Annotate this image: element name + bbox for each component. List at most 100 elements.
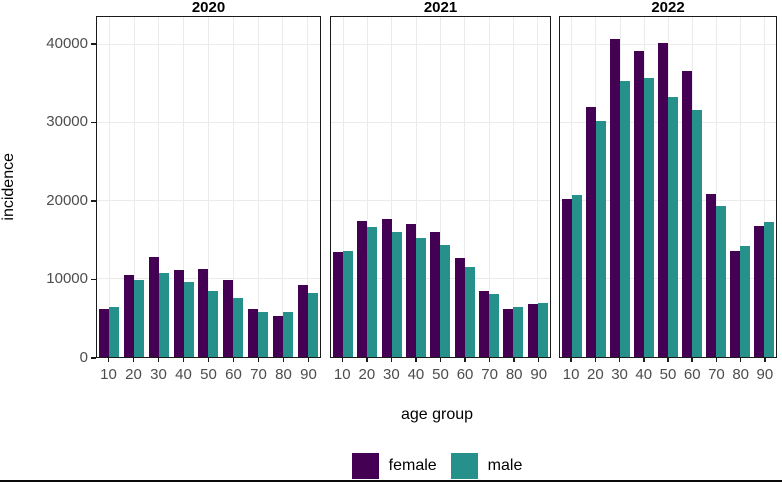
gridline-x-40: [183, 17, 185, 357]
bar-male-2022-age20: [596, 121, 606, 357]
x-tick-2020-60: [232, 358, 235, 362]
gridline-x-50: [208, 17, 209, 357]
x-tick-label-2021-20: 20: [358, 366, 376, 383]
legend-item-male: male: [450, 452, 523, 479]
gridline-x-10: [108, 17, 110, 357]
bar-female-2021-age50: [430, 232, 441, 357]
bar-female-2021-age80: [503, 309, 514, 357]
bar-male-2020-age20: [134, 279, 145, 357]
y-tick-label-40000: 40000: [46, 34, 88, 52]
bar-group-2021-90: [526, 17, 550, 357]
bar-female-2022-age40: [633, 51, 644, 357]
x-tick-2022-30: [618, 358, 621, 362]
screenshot-bottom-border: [0, 480, 782, 482]
x-tick-2021-90: [537, 358, 540, 362]
x-tick-label-2022-40: 40: [635, 366, 653, 383]
bar-female-2020-age10: [99, 309, 110, 357]
legend-label-female: female: [388, 456, 437, 474]
bar-male-2022-age10: [572, 194, 582, 357]
bar-female-2021-age70: [479, 290, 490, 357]
bar-group-2022-30: [608, 17, 632, 357]
y-tick-label-10000: 10000: [46, 270, 88, 288]
male-color-swatch: [450, 452, 478, 479]
bar-group-2022-70: [704, 17, 728, 357]
bar-group-2021-30: [380, 17, 404, 357]
x-tick-2022-60: [691, 358, 693, 362]
bar-male-2021-age10: [343, 250, 354, 357]
x-tick-label-2022-20: 20: [586, 366, 604, 383]
bar-group-2021-80: [501, 17, 525, 357]
bar-male-2022-age90: [764, 221, 774, 357]
bar-female-2022-age90: [754, 225, 764, 357]
bar-male-2021-age30: [391, 232, 402, 357]
bar-group-2020-60: [221, 17, 246, 357]
bar-male-2022-age30: [620, 80, 630, 357]
bar-female-2022-age50: [658, 43, 668, 357]
bar-female-2022-age10: [562, 198, 572, 357]
gridline-x-80: [513, 17, 514, 357]
bar-group-2020-30: [147, 17, 172, 357]
x-tick-2020-80: [282, 358, 285, 362]
bar-group-2020-80: [270, 17, 295, 357]
x-tick-label-2022-80: 80: [732, 366, 749, 383]
legend-label-male: male: [487, 456, 523, 474]
y-axis-title: incidence: [0, 16, 18, 358]
bar-female-2020-age70: [248, 308, 259, 357]
bar-male-2022-age40: [643, 77, 654, 357]
gridline-x-30: [391, 17, 393, 357]
y-tick-label-30000: 30000: [46, 113, 88, 131]
x-tick-2020-10: [107, 358, 110, 362]
bar-female-2020-age20: [124, 275, 135, 357]
bar-male-2021-age20: [367, 226, 378, 357]
x-tick-label-2021-70: 70: [481, 366, 498, 383]
bar-male-2020-age70: [258, 311, 269, 357]
bar-group-2021-70: [477, 17, 501, 357]
x-tick-label-2022-70: 70: [708, 366, 725, 383]
gridline-x-30: [158, 17, 160, 357]
bar-group-2020-20: [122, 17, 147, 357]
bar-female-2020-age90: [297, 285, 308, 357]
gridline-x-10: [342, 17, 344, 357]
x-tick-2020-30: [157, 358, 160, 362]
x-tick-label-2021-90: 90: [530, 366, 548, 383]
legend: female male: [97, 451, 777, 480]
bar-male-2021-age60: [464, 267, 475, 357]
bar-group-2020-90: [295, 17, 320, 357]
bar-group-2020-50: [196, 17, 221, 357]
gridline-x-80: [739, 17, 741, 357]
gridline-x-10: [571, 17, 573, 357]
facet-panel-2022: [559, 16, 777, 358]
facet-title-2020: 2020: [191, 0, 226, 16]
bar-male-2020-age30: [158, 272, 169, 357]
bar-female-2020-age50: [198, 268, 209, 357]
bar-female-2021-age30: [381, 218, 392, 357]
x-tick-label-2021-60: 60: [456, 366, 474, 383]
gridline-x-20: [366, 17, 368, 357]
bar-female-2020-age80: [272, 316, 283, 357]
bar-male-2020-age60: [233, 297, 244, 357]
gridline-x-40: [415, 17, 417, 357]
bar-male-2022-age60: [692, 109, 702, 357]
female-color-swatch: [351, 452, 379, 479]
bar-male-2021-age80: [513, 307, 524, 357]
bar-male-2021-age70: [489, 293, 500, 357]
x-tick-label-2020-10: 10: [100, 366, 117, 383]
bar-male-2021-age40: [416, 237, 427, 357]
bar-male-2022-age70: [715, 206, 726, 357]
x-tick-label-2020-20: 20: [125, 366, 142, 383]
x-tick-label-2021-80: 80: [505, 366, 523, 383]
bar-female-2021-age20: [357, 221, 368, 357]
bar-female-2021-age10: [333, 252, 344, 357]
x-tick-label-2022-30: 30: [611, 366, 628, 383]
x-tick-2021-10: [341, 358, 344, 362]
facet-panel-2021: [330, 16, 551, 358]
x-tick-2022-90: [764, 358, 766, 362]
gridline-x-60: [464, 17, 466, 357]
bar-male-2022-age50: [668, 97, 678, 357]
facet-title-2021: 2021: [423, 0, 458, 16]
y-tick-20000: [91, 200, 96, 202]
x-tick-2021-80: [513, 358, 515, 362]
bar-group-2022-40: [632, 17, 656, 357]
bar-group-2021-60: [453, 17, 477, 357]
y-tick-10000: [91, 278, 96, 281]
